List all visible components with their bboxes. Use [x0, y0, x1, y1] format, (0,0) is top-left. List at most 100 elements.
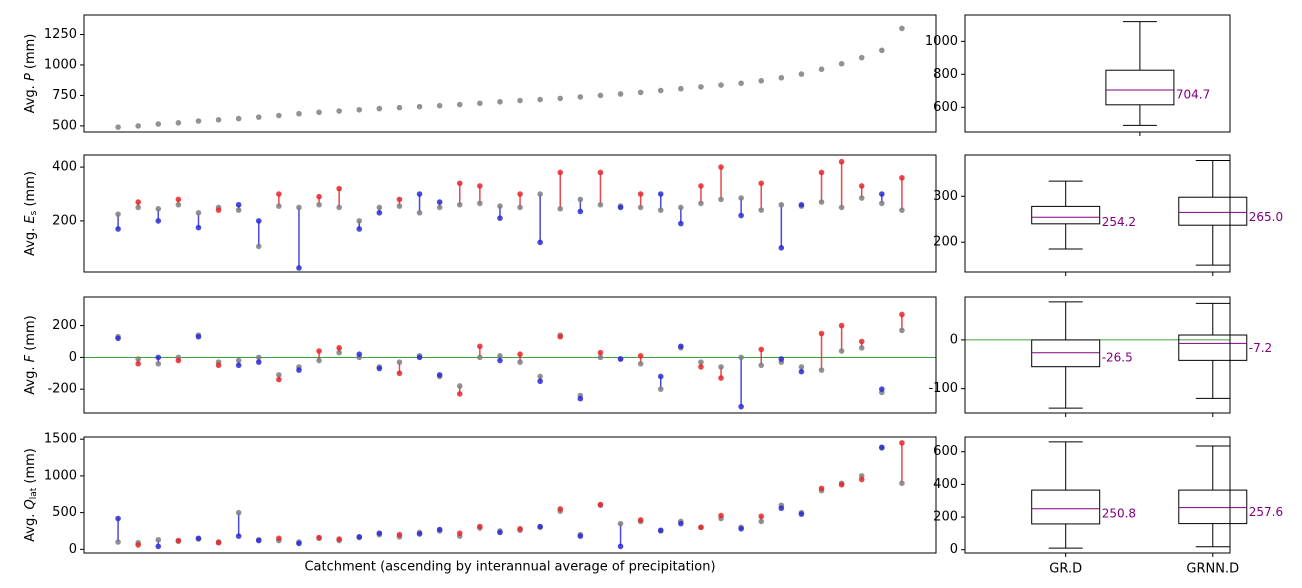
point — [617, 91, 624, 97]
point — [597, 169, 604, 176]
point — [336, 345, 342, 351]
point — [899, 311, 905, 318]
point — [276, 191, 282, 197]
point — [858, 476, 865, 483]
point — [778, 74, 785, 81]
point — [838, 204, 845, 211]
axes-frame — [83, 14, 937, 133]
point — [517, 204, 523, 211]
point — [477, 183, 483, 189]
point — [376, 530, 383, 536]
point — [235, 115, 242, 122]
point — [617, 520, 624, 527]
point — [758, 513, 765, 520]
y-label-part: P — [23, 73, 38, 81]
point — [718, 164, 724, 170]
point — [738, 403, 744, 410]
point — [637, 204, 644, 211]
point — [678, 85, 684, 92]
point — [557, 169, 564, 176]
point — [456, 101, 463, 108]
point — [617, 204, 624, 211]
point — [718, 196, 724, 203]
point — [718, 375, 724, 381]
point — [577, 94, 584, 100]
y-label-part: s — [29, 210, 39, 215]
point — [597, 92, 604, 99]
axes-frame — [964, 296, 1231, 414]
point — [316, 357, 322, 364]
point — [738, 195, 744, 201]
point — [597, 349, 604, 356]
point — [698, 359, 704, 365]
y-label-part: Avg. — [23, 81, 38, 113]
point — [195, 333, 202, 340]
point — [657, 373, 664, 380]
y-tick-label: 1000 — [44, 468, 77, 483]
point — [617, 543, 624, 550]
point — [838, 158, 845, 165]
point — [818, 367, 825, 373]
y-tick-label: 200 — [933, 235, 958, 250]
point — [738, 80, 744, 87]
y-tick-label: 1000 — [44, 57, 77, 72]
point — [296, 265, 302, 271]
y-tick-label: 750 — [52, 88, 77, 103]
point — [537, 191, 543, 197]
point — [115, 211, 121, 217]
point — [698, 84, 704, 90]
point — [698, 183, 704, 189]
point — [396, 359, 403, 365]
point — [115, 539, 121, 545]
point — [537, 378, 543, 385]
point — [657, 87, 664, 94]
point — [778, 505, 785, 512]
point — [798, 364, 805, 370]
point — [838, 481, 845, 488]
point — [255, 218, 262, 224]
point — [899, 25, 905, 32]
point — [235, 509, 242, 516]
point — [838, 322, 845, 329]
point — [858, 195, 865, 201]
point — [175, 120, 182, 126]
point — [497, 357, 503, 364]
point — [637, 352, 644, 359]
point — [517, 191, 523, 197]
point — [175, 201, 182, 208]
axes-frame — [964, 154, 1231, 273]
point — [255, 354, 262, 361]
point — [758, 207, 765, 213]
point — [356, 226, 363, 232]
point — [899, 207, 905, 213]
y-tick-label: -200 — [47, 382, 77, 397]
point — [336, 349, 342, 356]
y-label-part: F — [23, 354, 38, 362]
point — [336, 185, 342, 192]
point — [215, 207, 222, 213]
y-label-part: (mm) — [23, 171, 38, 211]
point — [637, 89, 644, 96]
point — [235, 207, 242, 213]
point — [577, 196, 584, 203]
box — [1031, 489, 1101, 525]
axes-frame — [83, 296, 937, 414]
point — [175, 196, 182, 203]
point — [336, 108, 342, 114]
point — [557, 205, 564, 212]
y-tick-label: 200 — [52, 213, 77, 228]
point — [698, 524, 704, 531]
point — [798, 368, 805, 375]
y-label-part: Avg. — [23, 510, 38, 542]
median-label: -7.2 — [1249, 341, 1272, 355]
point — [557, 95, 564, 102]
point — [497, 98, 503, 105]
y-tick-label: 600 — [933, 444, 958, 459]
point — [517, 359, 523, 365]
point — [215, 117, 222, 123]
point — [396, 531, 403, 538]
point — [778, 201, 785, 208]
point — [477, 100, 483, 107]
median-label: 704.7 — [1176, 88, 1210, 102]
point — [215, 539, 222, 546]
